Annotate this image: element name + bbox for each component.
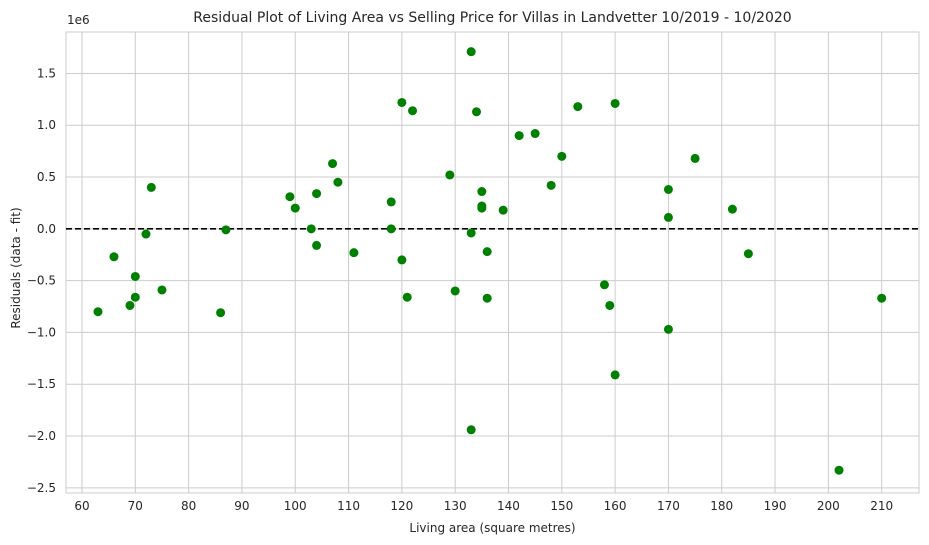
data-point: [146, 182, 156, 192]
data-point: [477, 187, 487, 197]
data-point: [312, 189, 322, 199]
data-point: [285, 192, 295, 202]
data-point: [605, 300, 615, 310]
x-tick-label: 130: [444, 499, 467, 513]
data-point: [690, 153, 700, 163]
y-tick-labels: −2.5 −2.0 −1.5 −1.0 −0.5 0.0 0.5 1.0 1.5: [27, 66, 56, 494]
data-point: [402, 292, 412, 302]
data-point: [141, 229, 151, 239]
data-point: [834, 465, 844, 475]
x-tick-label: 120: [390, 499, 413, 513]
data-point: [397, 97, 407, 107]
y-tick-label: 1.0: [37, 118, 56, 132]
data-point: [610, 370, 620, 380]
data-point: [573, 102, 583, 112]
data-point: [663, 212, 673, 222]
chart-title: Residual Plot of Living Area vs Selling …: [193, 10, 791, 26]
y-tick-label: 1.5: [37, 66, 56, 80]
x-axis-label: Living area (square metres): [409, 521, 575, 535]
data-point: [599, 280, 609, 290]
data-point: [466, 228, 476, 238]
data-point: [514, 131, 524, 141]
data-point: [328, 159, 338, 169]
data-point: [221, 225, 231, 235]
data-point: [312, 240, 322, 250]
data-point: [663, 324, 673, 334]
x-tick-labels: 60 70 80 90 100 110 120 130 140 150 160 170 180 190 20…: [74, 499, 893, 513]
data-point: [408, 106, 418, 116]
x-tick-label: 170: [657, 499, 680, 513]
data-point: [386, 197, 396, 207]
y-tick-label: −2.0: [27, 429, 56, 443]
x-tick-label: 180: [710, 499, 733, 513]
x-tick-label: 140: [497, 499, 520, 513]
data-point: [877, 293, 887, 303]
data-point: [663, 184, 673, 194]
data-point: [386, 224, 396, 234]
x-tick-label: 80: [181, 499, 196, 513]
x-tick-label: 70: [128, 499, 143, 513]
data-point: [727, 204, 737, 214]
x-tick-label: 100: [284, 499, 307, 513]
data-point: [477, 203, 487, 213]
data-point: [530, 129, 540, 139]
y-tick-label: 0.5: [37, 170, 56, 184]
data-point: [482, 293, 492, 303]
data-point: [450, 286, 460, 296]
y-tick-label: −1.5: [27, 377, 56, 391]
x-tick-label: 200: [817, 499, 840, 513]
y-tick-label: 0.0: [37, 222, 56, 236]
data-point: [290, 203, 300, 213]
x-tick-label: 60: [74, 499, 89, 513]
data-point: [546, 180, 556, 190]
data-point: [125, 300, 135, 310]
x-tick-label: 210: [870, 499, 893, 513]
data-point: [306, 224, 316, 234]
data-point: [610, 98, 620, 108]
data-point: [216, 308, 226, 318]
x-tick-label: 160: [604, 499, 627, 513]
data-point: [349, 248, 359, 258]
y-tick-label: −2.5: [27, 481, 56, 495]
y-axis-label: Residuals (data - fit): [9, 207, 23, 328]
data-point: [93, 307, 103, 317]
data-point: [498, 205, 508, 215]
data-point: [130, 292, 140, 302]
data-point: [466, 425, 476, 435]
data-point: [482, 247, 492, 257]
data-point: [333, 177, 343, 187]
y-tick-label: −1.0: [27, 325, 56, 339]
data-point: [466, 47, 476, 57]
data-point: [157, 285, 167, 295]
x-tick-label: 90: [234, 499, 249, 513]
x-tick-label: 150: [550, 499, 573, 513]
data-point: [557, 151, 567, 161]
x-tick-label: 110: [337, 499, 360, 513]
x-tick-label: 190: [764, 499, 787, 513]
data-point: [472, 107, 482, 117]
plot-area: [65, 31, 920, 494]
data-point: [445, 170, 455, 180]
data-point: [109, 252, 119, 262]
data-points: [93, 47, 887, 475]
y-tick-label: −0.5: [27, 274, 56, 288]
data-point: [397, 255, 407, 265]
data-point: [130, 271, 140, 281]
data-point: [743, 249, 753, 259]
y-offset-label: 1e6: [67, 13, 90, 27]
grid: [66, 32, 919, 493]
